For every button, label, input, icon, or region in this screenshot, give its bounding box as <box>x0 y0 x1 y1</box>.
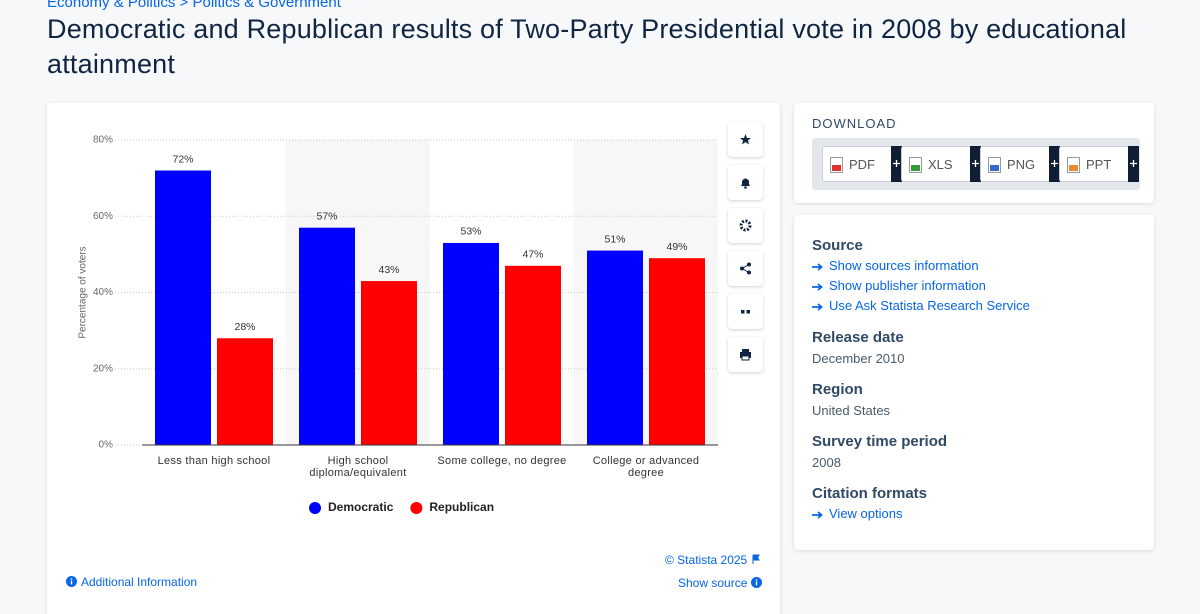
bar <box>587 250 643 445</box>
data-label: 53% <box>460 226 481 238</box>
region: United States <box>812 403 891 418</box>
download-format[interactable]: XLS <box>928 157 953 172</box>
legend-marker <box>410 502 423 514</box>
release-date-heading: Release date <box>812 329 904 346</box>
x-tick-label: Less than high school <box>157 455 271 467</box>
y-axis-label: Percentage of voters <box>78 246 89 338</box>
download-format[interactable]: PPT <box>1086 157 1112 172</box>
page-title: Democratic and Republican results of Two… <box>47 14 1127 79</box>
breadcrumb-link[interactable]: Economy & Politics <box>47 0 176 11</box>
bar <box>649 258 705 445</box>
download-format[interactable]: PNG <box>1007 157 1036 172</box>
print-button[interactable] <box>728 337 763 372</box>
source-link[interactable]: Show publisher information <box>812 278 986 293</box>
citation-heading: Citation formats <box>812 485 928 502</box>
bar <box>443 242 499 445</box>
breadcrumb-link[interactable]: Politics & Government <box>192 0 341 11</box>
survey-period-heading: Survey time period <box>812 433 948 450</box>
details-card <box>794 215 1154 550</box>
show-source[interactable]: Show source <box>678 576 762 590</box>
source-link-text[interactable]: Show publisher information <box>829 278 986 293</box>
data-label: 57% <box>316 210 337 222</box>
x-tick-label: College or advanced degree <box>592 455 700 479</box>
chart: 0%20%40%60%80%Percentage of voters72%28%… <box>78 135 718 514</box>
source-link[interactable]: Show sources information <box>812 258 979 273</box>
breadcrumb: Economy & Politics > Politics & Governme… <box>47 0 341 11</box>
region-heading: Region <box>812 381 863 398</box>
download-button[interactable]: PDF <box>822 146 902 182</box>
additional-info-text[interactable]: Additional Information <box>81 575 198 589</box>
data-label: 51% <box>604 233 625 245</box>
additional-info[interactable]: Additional Information <box>66 575 197 589</box>
bar <box>361 281 417 445</box>
source-link-text[interactable]: Show sources information <box>829 258 979 273</box>
show-source-text[interactable]: Show source <box>678 576 748 590</box>
download-format[interactable]: PDF <box>849 157 875 172</box>
download-button[interactable]: PNG <box>980 146 1060 182</box>
data-label: 43% <box>378 264 399 276</box>
cite-button[interactable] <box>728 294 763 329</box>
favorite-button[interactable] <box>728 122 763 157</box>
download-button[interactable]: PPT <box>1059 146 1139 182</box>
citation-link[interactable]: View options <box>812 506 902 521</box>
settings-button[interactable] <box>728 208 763 243</box>
x-tick-label: High school diploma/equivalent <box>309 455 407 479</box>
source-link[interactable]: Use Ask Statista Research Service <box>812 298 1030 313</box>
bar <box>505 265 561 445</box>
bar <box>155 170 211 445</box>
copyright[interactable]: © Statista 2025 <box>665 553 761 567</box>
legend-label: Republican <box>429 500 494 514</box>
y-tick-label: 0% <box>99 440 114 451</box>
alert-button[interactable] <box>728 165 763 200</box>
legend-label: Democratic <box>328 500 394 514</box>
data-label: 72% <box>172 153 193 165</box>
data-label: 49% <box>666 241 687 253</box>
x-tick-label: Some college, no degree <box>437 455 567 467</box>
source-link-text[interactable]: Use Ask Statista Research Service <box>829 298 1030 313</box>
citation-link-text[interactable]: View options <box>829 506 903 521</box>
data-label: 28% <box>234 321 255 333</box>
legend-marker <box>309 502 321 514</box>
survey-period: 2008 <box>812 455 841 470</box>
copyright-text[interactable]: © Statista 2025 <box>665 553 748 567</box>
download-button[interactable]: XLS <box>901 146 981 182</box>
share-button[interactable] <box>728 251 763 286</box>
bar <box>299 227 355 445</box>
source-heading: Source <box>812 237 863 254</box>
data-label: 47% <box>522 249 543 261</box>
download-heading: DOWNLOAD <box>812 116 897 131</box>
release-date: December 2010 <box>812 351 905 366</box>
bar <box>217 338 273 445</box>
